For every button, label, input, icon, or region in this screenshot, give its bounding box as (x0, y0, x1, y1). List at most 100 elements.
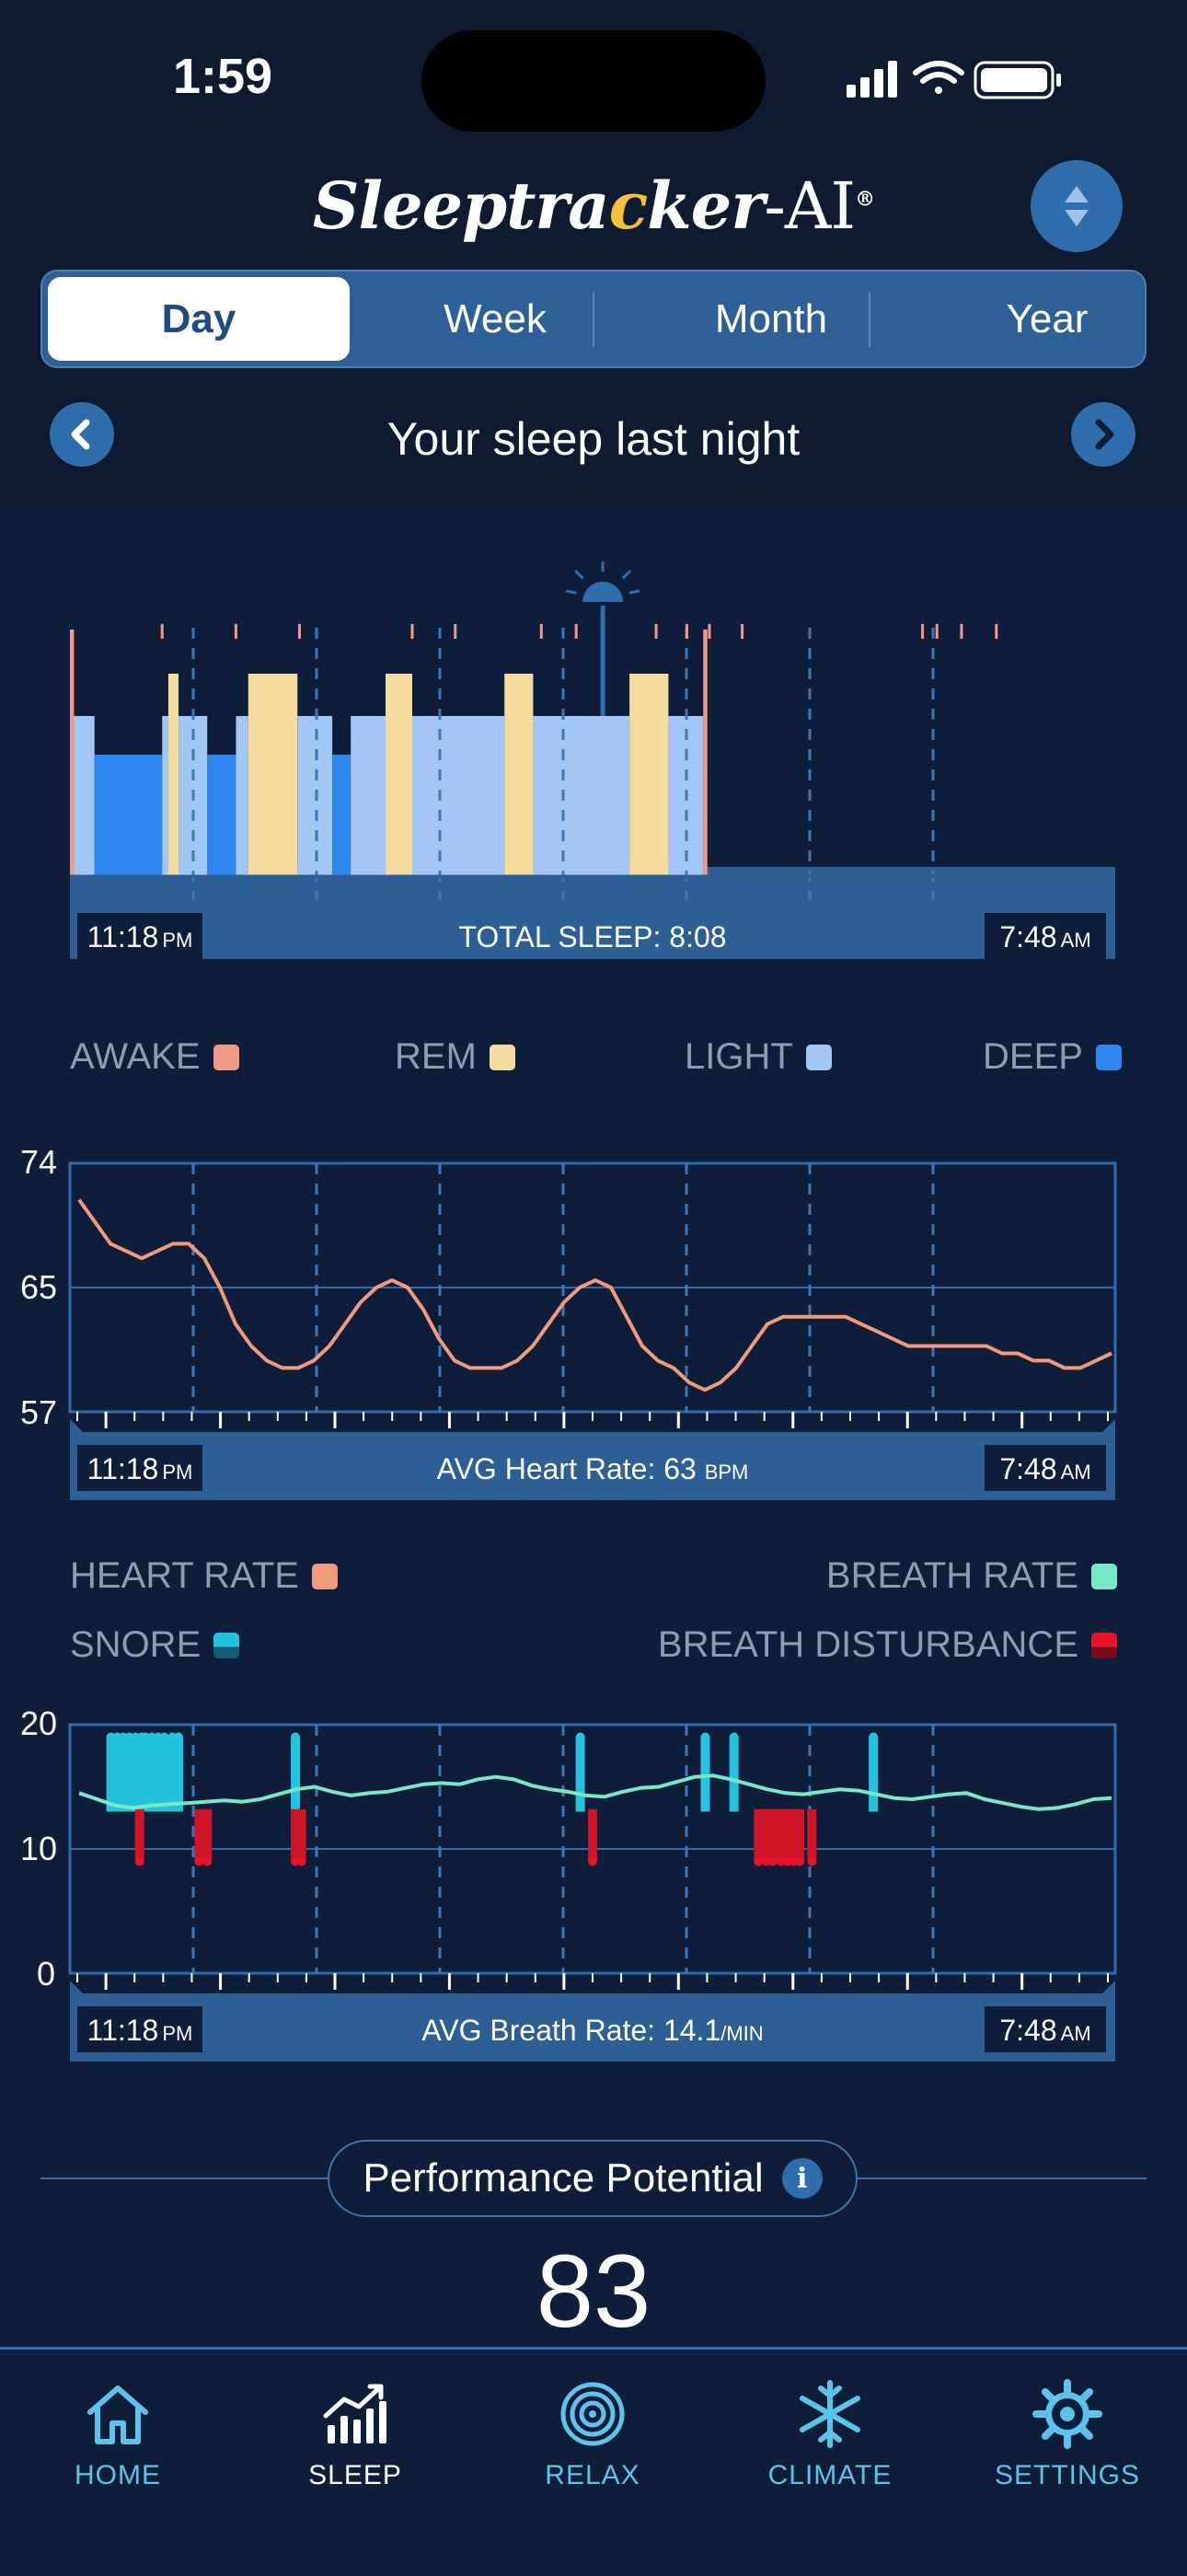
stage-segment-light (236, 716, 248, 876)
disturbance-bar (762, 1808, 772, 1862)
gear-icon (1032, 2379, 1102, 2449)
tab-settings[interactable]: SETTINGS (966, 2377, 1169, 2491)
relax-icon (560, 2382, 625, 2446)
stage-segment-light (533, 716, 630, 876)
disturbance-bar (291, 1808, 301, 1862)
vitals-legend: HEART RATE BREATH RATE SNORE BREATH DIST… (70, 1555, 1117, 1666)
battery-icon (974, 61, 1061, 99)
performance-score: 83 (536, 2234, 651, 2349)
awake-swatch (213, 1044, 239, 1070)
breath-y-max: 20 (20, 1704, 58, 1742)
breath-rate-chart (68, 1723, 1117, 2062)
info-icon[interactable]: i (781, 2158, 823, 2199)
sunrise-ray (628, 589, 640, 595)
snore-bar (159, 1737, 169, 1812)
previous-day-button[interactable] (50, 402, 114, 467)
breath-y-mid: 10 (20, 1830, 58, 1867)
breath-rate-swatch (1091, 1563, 1117, 1589)
disturbance-bar (202, 1808, 213, 1862)
heart-y-max: 74 (20, 1143, 58, 1181)
divider-line (40, 2177, 329, 2179)
breath-end-time: 7:48 AM (985, 2006, 1106, 2052)
snore-bar (153, 1737, 163, 1812)
bar-corner (1102, 1419, 1115, 1432)
snore-bar (131, 1737, 141, 1812)
heart-start-time: 11:18 PM (77, 1445, 202, 1491)
tab-month[interactable]: Month (714, 295, 828, 341)
snore-marker (575, 1732, 585, 1742)
snore-marker (159, 1732, 169, 1742)
status-time: 1:59 (173, 49, 273, 104)
disturbance-bar (134, 1808, 144, 1862)
sort-arrows-icon (1065, 186, 1089, 226)
tab-sleep[interactable]: SLEEP (254, 2377, 456, 2491)
wifi-icon (913, 61, 964, 94)
snore-bar (141, 1737, 151, 1812)
page-title: Your sleep last night (386, 413, 801, 465)
disturbance-bar (789, 1808, 799, 1862)
next-day-button[interactable] (1071, 402, 1135, 467)
snore-swatch (213, 1632, 240, 1658)
stage-segment-awake (70, 630, 75, 876)
stage-segment-light (297, 716, 333, 876)
legend-awake: AWAKE (70, 1036, 239, 1078)
tab-week[interactable]: Week (444, 295, 547, 341)
stage-segment-rem (629, 674, 669, 876)
snore-bar (147, 1737, 157, 1812)
disturbance-bar (296, 1808, 306, 1862)
tab-relax[interactable]: RELAX (491, 2377, 694, 2491)
tab-year[interactable]: Year (1006, 295, 1089, 341)
segment-divider (593, 292, 594, 347)
stage-segment-rem (248, 674, 298, 876)
snore-bar (167, 1737, 178, 1812)
tab-home[interactable]: HOME (17, 2377, 219, 2491)
summary-bar (70, 1432, 1115, 1500)
disturbance-bar (588, 1808, 597, 1862)
performance-potential-pill[interactable]: Performance Potential i (328, 2140, 858, 2217)
snore-bar (729, 1737, 739, 1812)
legend-breath-disturbance: BREATH DISTURBANCE (658, 1624, 1117, 1666)
home-icon (87, 2385, 148, 2444)
status-icons (847, 57, 1086, 108)
light-swatch (805, 1044, 832, 1070)
sort-button[interactable] (1031, 160, 1123, 252)
tab-climate[interactable]: CLIMATE (729, 2377, 931, 2491)
heart-y-mid: 65 (20, 1268, 58, 1306)
disturbance-marker (134, 1856, 144, 1866)
date-nav: Your sleep last night (0, 396, 1187, 479)
stage-segment-rem (167, 674, 179, 876)
bottom-tab-bar: HOME SLEEP RELAX CLIMATE SETTINGS (0, 2347, 1187, 2576)
legend-snore: SNORE (70, 1624, 240, 1666)
heart-rate-swatch (311, 1563, 338, 1589)
legend-light: LIGHT (685, 1036, 832, 1078)
disturbance-bar (794, 1808, 804, 1862)
heart-rate-chart (68, 1161, 1117, 1500)
bar-corner (70, 1419, 83, 1432)
start-time: 11:18 PM (77, 913, 202, 959)
header: 1:59 Sleeptracker-AI® (0, 0, 1187, 506)
breath-y-min: 0 (37, 1955, 56, 1993)
snore-bar (174, 1737, 184, 1812)
legend-deep: DEEP (983, 1036, 1122, 1078)
snore-marker (291, 1732, 301, 1742)
avg-heart-rate-label: AVG Heart Rate: 63 BPM (436, 1452, 749, 1485)
segment-divider (869, 292, 870, 347)
stage-segment-light (351, 716, 386, 876)
tab-day[interactable]: Day (48, 277, 350, 361)
snore-bar (869, 1737, 879, 1812)
snore-marker (174, 1732, 184, 1742)
snore-bar (106, 1737, 116, 1812)
sunrise-ray (565, 589, 577, 595)
period-segmented-control: Day Week Month Year (40, 270, 1147, 368)
disturbance-marker (202, 1856, 213, 1866)
snore-marker (729, 1732, 739, 1742)
breath-start-time: 11:18 PM (77, 2006, 202, 2052)
disturbance-bar (768, 1808, 778, 1862)
stage-segment-awake (703, 630, 708, 876)
stage-segment-light (74, 716, 95, 876)
stage-segment-deep (207, 755, 236, 876)
rem-swatch (489, 1044, 515, 1070)
bar-corner (1102, 1981, 1115, 1993)
disturbance-marker (807, 1856, 817, 1866)
stage-segment-light (162, 716, 168, 876)
